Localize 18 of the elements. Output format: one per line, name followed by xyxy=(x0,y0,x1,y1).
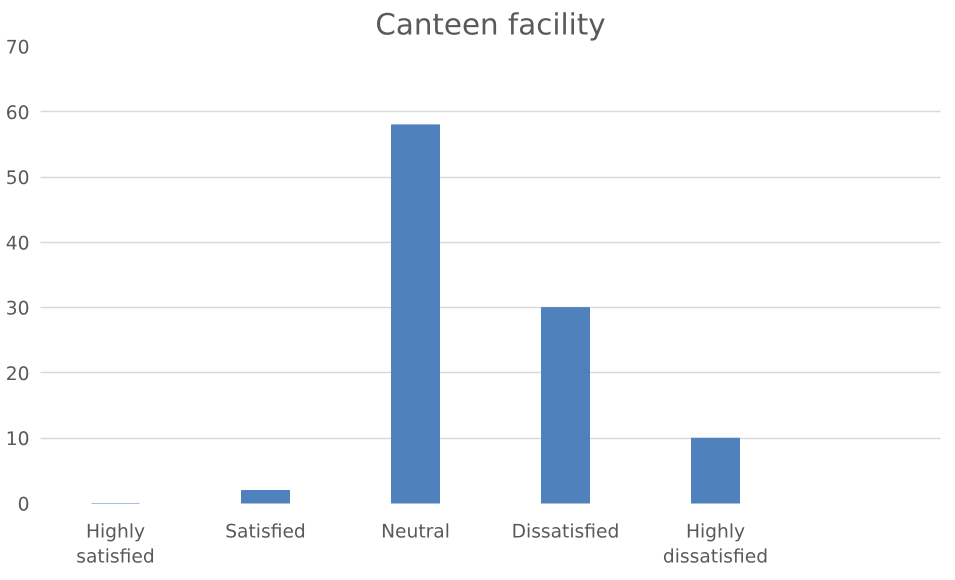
chart-title: Canteen facility xyxy=(375,8,606,42)
y-tick-label: 10 xyxy=(6,429,30,450)
bar xyxy=(691,438,740,504)
bar xyxy=(541,307,590,504)
y-tick-label: 40 xyxy=(6,233,30,254)
x-tick-label: Neutral xyxy=(381,522,450,542)
y-tick-label: 70 xyxy=(6,38,30,58)
x-tick-label: Highly dissatisfied xyxy=(662,522,768,568)
x-tick-label: Dissatisfied xyxy=(512,522,620,542)
y-tick-label: 20 xyxy=(6,364,30,385)
x-tick-label: Satisfied xyxy=(225,522,306,542)
bar xyxy=(391,124,440,504)
x-tick-label: Highly satisfied xyxy=(76,522,155,568)
y-tick-label: 50 xyxy=(6,168,30,190)
y-tick-label: 60 xyxy=(6,102,30,124)
y-tick-label: 30 xyxy=(6,298,30,320)
bar xyxy=(241,490,290,504)
y-tick-label: 0 xyxy=(18,494,30,516)
